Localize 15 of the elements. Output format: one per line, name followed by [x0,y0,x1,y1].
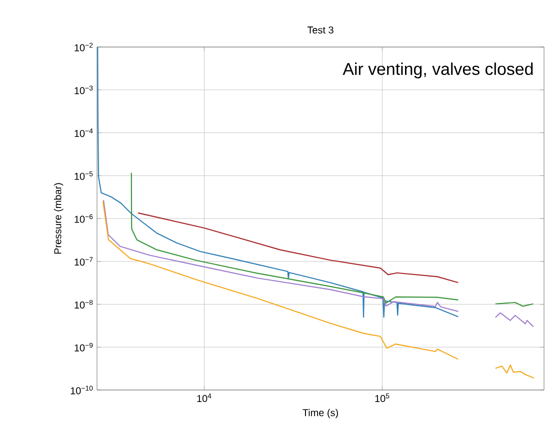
annotation: Air venting, valves closed [342,62,533,78]
y-tick-label: 10$^{−2}$ [74,42,93,52]
x-axis-title: Time (s) [302,408,338,418]
y-tick-label: 10$^{−9}$ [74,342,93,352]
x-tick-label: 10$^{5}$ [375,394,390,402]
y-tick-label: 10$^{−6}$ [74,214,93,223]
chart-title: Test 3 [307,26,334,34]
x-tick-label: 10$^{4}$ [197,394,212,402]
y-tick-label: 10$^{−7}$ [74,257,93,266]
y-tick-label: 10$^{−4}$ [74,128,93,138]
y-tick-label: 10$^{−10}$ [70,386,93,394]
y-tick-label: 10$^{−3}$ [74,86,93,94]
y-tick-label: 10$^{−8}$ [74,300,93,309]
y-axis-title: Pressure (mbar) [54,183,64,254]
y-tick-label: 10$^{−5}$ [74,171,93,180]
